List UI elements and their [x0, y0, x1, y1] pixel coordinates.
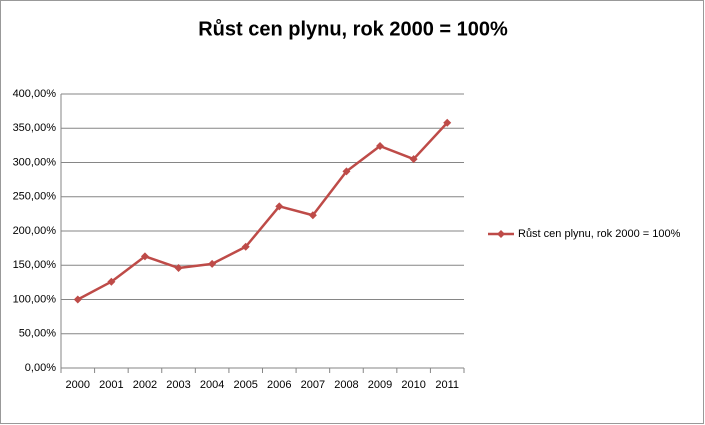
x-tick-label: 2010	[401, 379, 425, 391]
x-tick-label: 2002	[133, 379, 157, 391]
line	[77, 121, 449, 301]
marker	[241, 242, 250, 251]
x-tick-label: 2007	[301, 379, 325, 391]
y-tick-label: 300,00%	[13, 156, 57, 168]
y-tick-label: 200,00%	[13, 225, 57, 237]
marker	[308, 211, 317, 220]
x-tick-label: 2011	[435, 379, 459, 391]
marker	[140, 252, 149, 261]
y-tick-label: 250,00%	[13, 191, 57, 203]
y-tick-label: 350,00%	[13, 122, 57, 134]
x-tick-label: 2008	[334, 379, 358, 391]
marker	[275, 202, 284, 211]
marker	[443, 118, 452, 127]
marker	[342, 167, 351, 176]
y-tick-label: 50,00%	[19, 328, 57, 340]
x-tick-label: 2006	[267, 379, 291, 391]
x-tick-label: 2001	[99, 379, 123, 391]
legend-marker	[497, 230, 505, 238]
x-tick-label: 2005	[233, 379, 257, 391]
x-tick-label: 2000	[66, 379, 90, 391]
y-tick-label: 400,00%	[13, 88, 57, 100]
x-tick-label: 2004	[200, 379, 224, 391]
marker	[73, 295, 82, 304]
chart-title: Růst cen plynu, rok 2000 = 100%	[198, 18, 508, 40]
y-tick-label: 100,00%	[13, 293, 57, 305]
legend-label: Růst cen plynu, rok 2000 = 100%	[518, 228, 681, 240]
y-tick-label: 0,00%	[25, 362, 56, 374]
marker	[409, 155, 418, 164]
marker	[376, 142, 385, 151]
x-tick-label: 2003	[166, 379, 190, 391]
x-tick-label: 2009	[368, 379, 392, 391]
marker	[107, 277, 116, 286]
marker	[174, 263, 183, 272]
y-tick-label: 150,00%	[13, 259, 57, 271]
marker	[208, 259, 217, 268]
